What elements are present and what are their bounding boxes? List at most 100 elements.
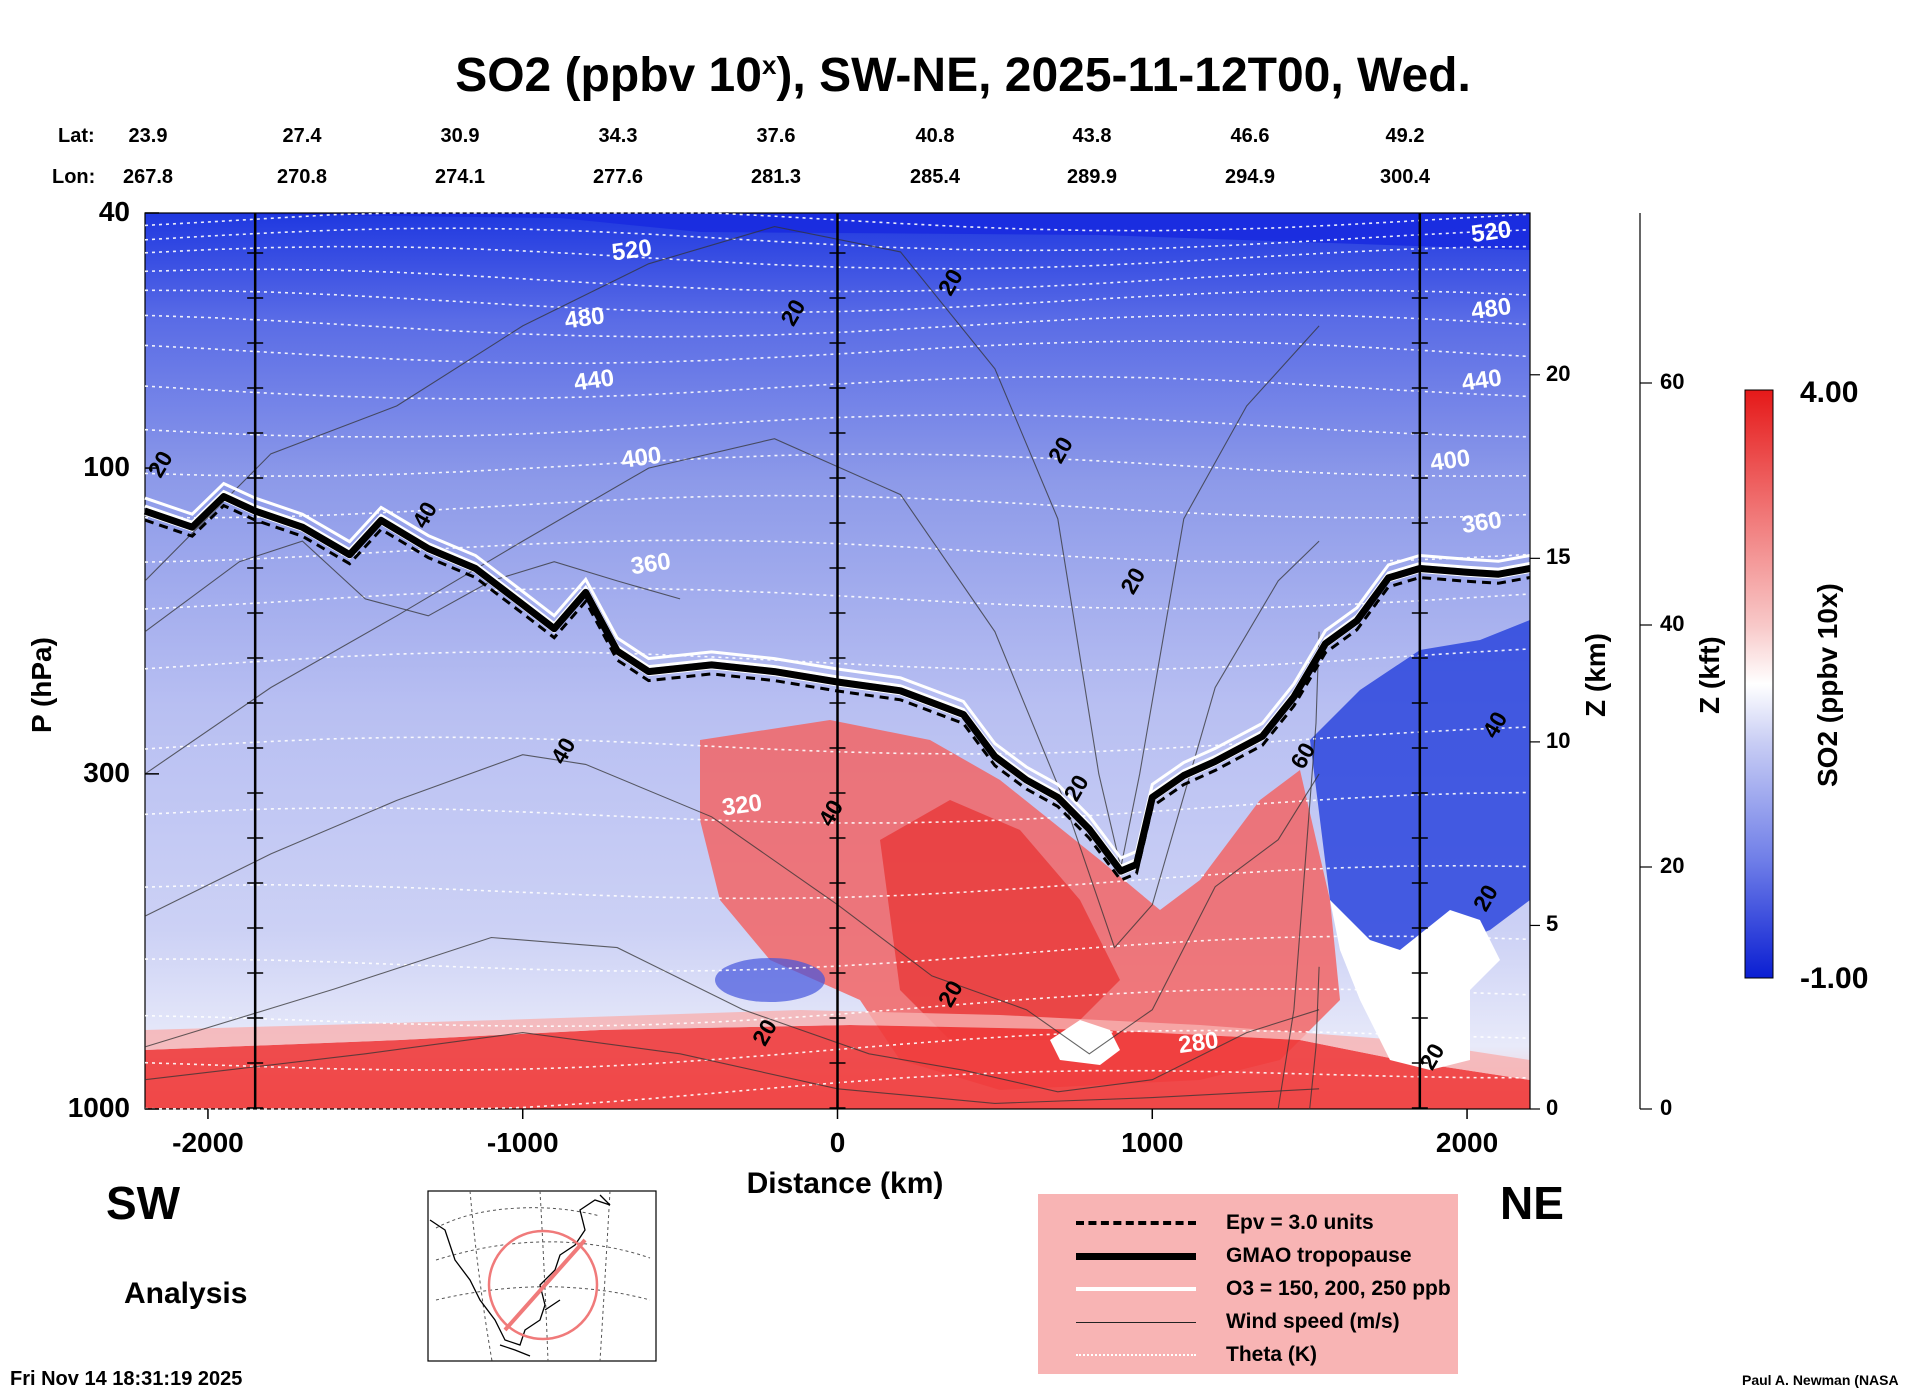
- map-graticule: [435, 1190, 651, 1362]
- epv-contour: [144, 503, 1531, 882]
- legend-epv-text: Epv = 3.0 units: [1226, 1211, 1374, 1234]
- zkft-ticks: [1640, 382, 1652, 1110]
- timestamp: Fri Nov 14 18:31:19 2025: [10, 1368, 243, 1390]
- theta-line: [144, 864, 1531, 900]
- tropopause-lines: [143, 481, 1531, 882]
- legend: Epv = 3.0 units GMAO tropopause O3 = 150…: [1038, 1194, 1458, 1374]
- theta-label: 320: [720, 789, 763, 821]
- o3-contour: [144, 489, 1531, 868]
- so2-missing-ne: [1330, 900, 1500, 1070]
- wind-contour: [144, 438, 1320, 949]
- wind-contour: [144, 1032, 1320, 1104]
- zkm-tick-label: 15: [1546, 544, 1571, 570]
- lon-value: 270.8: [276, 166, 328, 188]
- map-inset: [427, 1190, 657, 1362]
- so2-boundary-layer-edge: [145, 1010, 1530, 1080]
- theta-label: 440: [572, 364, 615, 396]
- ne-label: NE: [1500, 1177, 1564, 1229]
- theta-label: 280: [1177, 1027, 1220, 1059]
- lon-row-label: Lon:: [52, 166, 96, 188]
- lon-value: 277.6: [592, 166, 644, 188]
- legend-epv-swatch: [1076, 1221, 1196, 1225]
- x-axis-label: Distance (km): [746, 1167, 944, 1200]
- theta-label: 400: [620, 442, 663, 474]
- lon-value: 274.1: [434, 166, 486, 188]
- wind-contour: [144, 754, 1320, 1055]
- zkft-tick-label: 20: [1660, 853, 1685, 878]
- distance-tick-label: 1000: [1121, 1127, 1184, 1158]
- zkft-axis-label: Z (kft): [1694, 636, 1725, 714]
- zkm-axis-label: Z (km): [1580, 633, 1611, 717]
- map-frame: [427, 1190, 657, 1362]
- tropopause-line: [143, 493, 1531, 875]
- zkft-tick-label: 40: [1660, 611, 1685, 636]
- lat-value: 30.9: [440, 125, 480, 147]
- map-range-circle: [487, 1229, 599, 1341]
- wind-contour: [144, 936, 1320, 1093]
- lon-value: 281.3: [750, 166, 802, 188]
- legend-theta: Theta (K): [1076, 1340, 1456, 1370]
- lat-value: 23.9: [128, 125, 168, 147]
- theta-label: 520: [1469, 216, 1512, 248]
- legend-theta-text: Theta (K): [1226, 1343, 1317, 1366]
- lat-value: 37.6: [756, 125, 796, 147]
- distance-tick-label: 2000: [1435, 1127, 1499, 1158]
- so2-positive-core: [880, 800, 1120, 1040]
- theta-label: 480: [563, 302, 606, 334]
- y-axis-label: P (hPa): [26, 637, 57, 733]
- pressure-tick-label: 300: [83, 756, 130, 788]
- theta-line: [144, 791, 1531, 824]
- legend-tropopause-swatch: [1076, 1252, 1196, 1260]
- distance-tick-label: -1000: [486, 1127, 559, 1158]
- map-coastline: [429, 1194, 611, 1357]
- so2-missing-patch: [1050, 1020, 1120, 1065]
- zkm-tick-label: 20: [1546, 360, 1571, 386]
- zkm-tick-label: 10: [1546, 727, 1571, 753]
- lat-row-label: Lat:: [58, 125, 95, 147]
- zkft-tick-label: 0: [1660, 1095, 1673, 1120]
- lon-value: 289.9: [1066, 166, 1118, 188]
- zkm-tick-label: 5: [1546, 911, 1559, 937]
- colorbar-min: -1.00: [1800, 962, 1869, 995]
- wind-contour: [144, 226, 1320, 868]
- distance-tick-marks: [207, 1109, 1468, 1119]
- theta-label: 520: [610, 234, 653, 266]
- wind-contour: [144, 540, 681, 633]
- o3-contour: [144, 481, 1531, 860]
- legend-o3: O3 = 150, 200, 250 ppb: [1076, 1274, 1456, 1304]
- lon-value: 300.4: [1379, 166, 1431, 188]
- lat-value: 49.2: [1385, 125, 1425, 147]
- lon-value: 267.8: [122, 166, 174, 188]
- colorbar-max: 4.00: [1800, 376, 1859, 409]
- lon-value: 294.9: [1224, 166, 1276, 188]
- section-vertical-lines: [247, 213, 1428, 1109]
- zkft-tick-label: 60: [1660, 369, 1685, 394]
- theta-line: [144, 988, 1531, 1027]
- lat-value: 43.8: [1072, 125, 1112, 147]
- theta-label: 360: [629, 548, 672, 580]
- analysis-label: Analysis: [124, 1277, 248, 1310]
- legend-wind-text: Wind speed (m/s): [1226, 1310, 1400, 1333]
- lon-value: 285.4: [909, 166, 961, 188]
- pressure-tick-marks: [145, 212, 159, 1110]
- legend-o3-text: O3 = 150, 200, 250 ppb: [1226, 1277, 1451, 1300]
- legend-wind-swatch: [1076, 1321, 1196, 1323]
- legend-tropopause-text: GMAO tropopause: [1226, 1244, 1412, 1267]
- distance-tick-label: 0: [829, 1127, 846, 1158]
- wind-contours: [144, 226, 1320, 1110]
- theta-label: 360: [1460, 507, 1503, 539]
- sw-label: SW: [106, 1177, 181, 1229]
- theta-label: 400: [1429, 444, 1472, 476]
- lat-value: 46.6: [1230, 125, 1270, 147]
- wind-contour: [1277, 631, 1320, 1110]
- theta-label: 480: [1469, 293, 1512, 325]
- legend-epv: Epv = 3.0 units: [1076, 1208, 1456, 1238]
- zkm-tick-label: 0: [1546, 1095, 1559, 1120]
- legend-wind: Wind speed (m/s): [1076, 1307, 1456, 1337]
- lat-value: 27.4: [282, 125, 322, 147]
- credit: Paul A. Newman (NASA: [1742, 1372, 1899, 1388]
- map-section-line: [503, 1238, 587, 1332]
- legend-o3-swatch: [1076, 1287, 1196, 1291]
- theta-label: 440: [1460, 364, 1503, 396]
